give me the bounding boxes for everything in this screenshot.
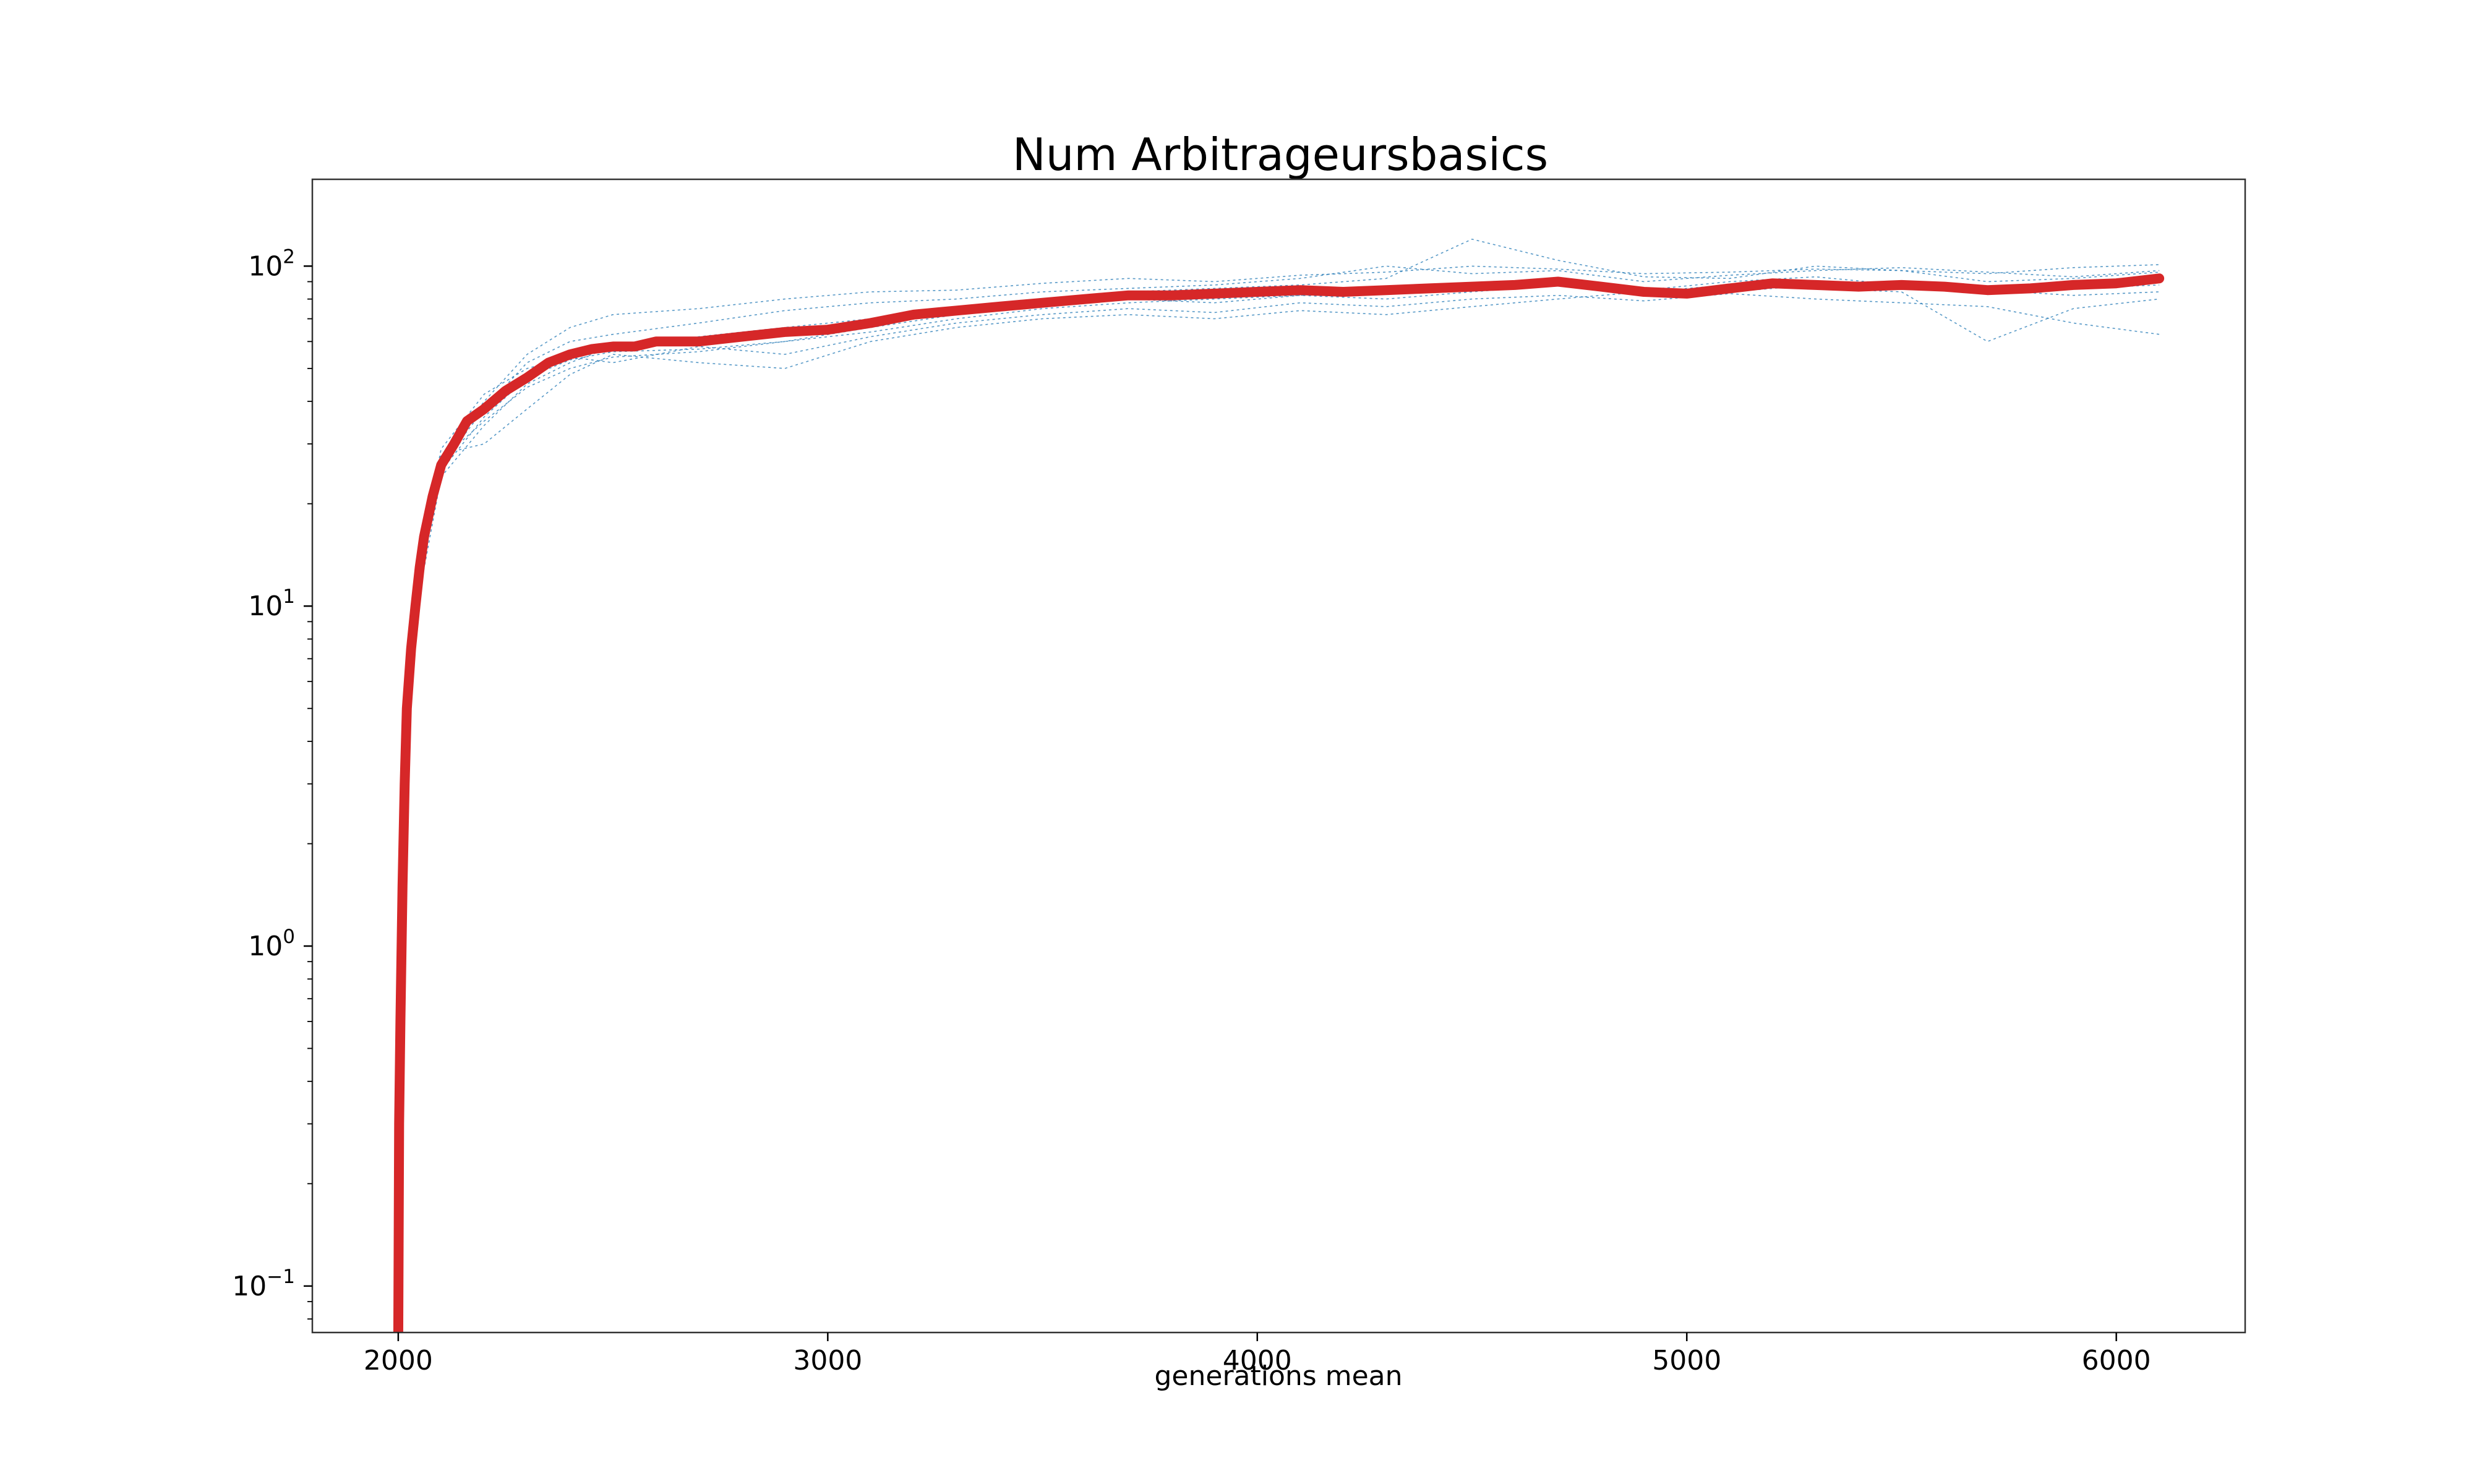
run-series-4 [419,238,2160,592]
run-series-3 [419,293,2160,556]
run-series-6 [419,265,2160,579]
y-axis: 10−1 100 101 102 [232,245,312,1320]
x-tick-label-2000: 2000 [364,1345,433,1376]
y-tick-label-3: 102 [248,245,295,282]
y-tick-label-2: 101 [248,586,295,622]
mean-series-group [393,273,2165,1333]
x-axis: 2000 3000 4000 5000 6000 [364,1333,2151,1376]
chart-title: Num Arbitrageursbasics [1012,129,1548,181]
x-axis-label: generations mean [1155,1360,1403,1392]
run-series-7 [419,284,2160,568]
x-tick-label-3000: 3000 [793,1345,862,1376]
x-tick-label-5000: 5000 [1652,1345,1721,1376]
mean-series-line [393,273,2165,1333]
plot-area [393,238,2165,1333]
x-tick-label-4000: 4000 [1223,1345,1292,1376]
x-tick-label-6000: 6000 [2082,1345,2151,1376]
run-series-1 [419,264,2160,568]
run-series-2 [419,276,2160,579]
axes-frame [311,178,2246,1334]
y-tick-label-0: 10−1 [232,1266,295,1302]
y-tick-label-1: 100 [248,926,295,962]
